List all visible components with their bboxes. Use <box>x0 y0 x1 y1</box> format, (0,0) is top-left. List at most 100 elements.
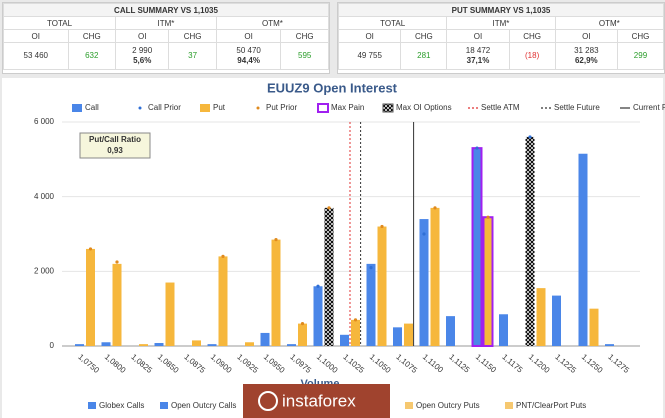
cell: 299 <box>616 42 665 70</box>
legend-label: Put <box>213 103 226 112</box>
volume-legend-label: PNT/ClearPort Puts <box>516 401 586 410</box>
prior-dot <box>380 224 384 229</box>
volume-legend-label: Globex Calls <box>99 401 144 410</box>
ratio-label: Put/Call Ratio <box>89 135 141 144</box>
legend-swatch <box>138 106 142 110</box>
prior-dot <box>422 232 426 236</box>
bar <box>154 343 164 346</box>
legend-swatch <box>256 106 260 110</box>
cell-text: 281 <box>417 51 431 60</box>
legend-label: Call <box>85 103 99 112</box>
header: OTM* <box>215 16 330 30</box>
bar <box>589 308 599 346</box>
bar <box>86 248 95 346</box>
bar <box>446 316 455 346</box>
bar <box>139 344 148 346</box>
cell-text: 31 283 <box>574 46 599 55</box>
bar <box>430 207 440 346</box>
bar <box>192 340 201 346</box>
volume-swatch <box>88 402 96 409</box>
cell-text: 299 <box>633 51 648 60</box>
legend-swatch <box>317 103 329 113</box>
prior-dot <box>369 266 373 270</box>
bar <box>482 216 494 347</box>
prior-dot <box>486 215 490 219</box>
cell: 18 472 37,1% <box>446 42 510 70</box>
cell-text: 5,6% <box>133 56 152 65</box>
cell: 595 <box>280 42 329 70</box>
cell: 2 990 5,6% <box>115 42 170 70</box>
call-summary: CALL SUMMARY VS 1,1035 TOTAL ITM* OTM* OI CHG… <box>2 2 330 74</box>
bar <box>605 344 614 346</box>
bar <box>419 219 429 346</box>
cell-text: 595 <box>298 51 312 60</box>
prior-dot <box>300 322 305 326</box>
cell-text: 18 472 <box>465 46 491 55</box>
cell: 53 460 <box>3 42 69 70</box>
volume-swatch <box>505 402 513 409</box>
subheader: OI <box>446 29 510 43</box>
cell: 50 470 94,4% <box>215 42 282 70</box>
legend-label: Settle Future <box>554 103 600 112</box>
prior-dot <box>353 318 358 322</box>
legend-label: Max OI Options <box>396 103 452 112</box>
volume-swatch <box>405 402 413 409</box>
subheader: CHG <box>400 29 448 43</box>
bar <box>245 342 254 346</box>
bar <box>112 263 122 346</box>
y-tick-label: 4 000 <box>34 192 55 201</box>
bar <box>552 295 561 346</box>
cell: 632 <box>67 42 117 70</box>
bar <box>324 207 334 346</box>
cell: 281 <box>400 42 448 70</box>
legend-swatch <box>382 103 394 113</box>
bar <box>313 286 323 346</box>
volume-legend-label: Open Outcry Puts <box>416 401 480 410</box>
summary-table: PUT SUMMARY VS 1,1035 TOTAL ITM* OTM* OI CHG O… <box>337 3 665 70</box>
volume-legend-label: Open Outcry Calls <box>171 401 236 410</box>
prior-dot <box>316 284 320 288</box>
header: TOTAL <box>2 16 117 30</box>
bar <box>351 319 360 346</box>
subheader: CHG <box>616 29 665 43</box>
watermark-logo <box>258 391 278 411</box>
bar <box>578 153 588 346</box>
legend-swatch <box>200 104 210 112</box>
bar <box>165 282 175 346</box>
cell-text: 632 <box>85 51 99 60</box>
header: ITM* <box>446 16 556 30</box>
prior-dot <box>115 260 119 264</box>
ratio-value: 0,93 <box>107 146 123 155</box>
bar <box>404 323 413 346</box>
bar <box>471 147 483 347</box>
bar <box>271 239 281 346</box>
bar <box>525 136 535 346</box>
cell: 49 755 <box>337 42 402 70</box>
cell-text: (18) <box>525 51 540 60</box>
subheader: OI <box>3 29 69 43</box>
bar <box>499 314 508 346</box>
bar <box>260 332 270 346</box>
legend-label: Settle ATM <box>481 103 520 112</box>
bar <box>207 344 217 346</box>
subheader: OI <box>554 29 618 43</box>
bar <box>536 288 546 346</box>
cell-text: 50 470 <box>236 46 261 55</box>
chart-title: EUUZ9 Open Interest <box>267 80 398 95</box>
watermark-text: instaforex <box>282 391 356 410</box>
header: OTM* <box>554 16 665 30</box>
prior-dot <box>528 135 532 139</box>
prior-dot <box>88 247 93 251</box>
cell: 31 283 62,9% <box>554 42 618 70</box>
y-tick-label: 0 <box>50 341 55 350</box>
prior-dot <box>475 146 479 150</box>
subheader: CHG <box>280 29 329 43</box>
cell: (18) <box>508 42 556 70</box>
subheader: CHG <box>67 29 117 43</box>
legend-label: Call Prior <box>148 103 181 112</box>
cell-text: 49 755 <box>357 51 382 60</box>
ratio-box <box>79 132 151 159</box>
y-tick-label: 6 000 <box>34 117 55 126</box>
header: TOTAL <box>337 16 448 30</box>
